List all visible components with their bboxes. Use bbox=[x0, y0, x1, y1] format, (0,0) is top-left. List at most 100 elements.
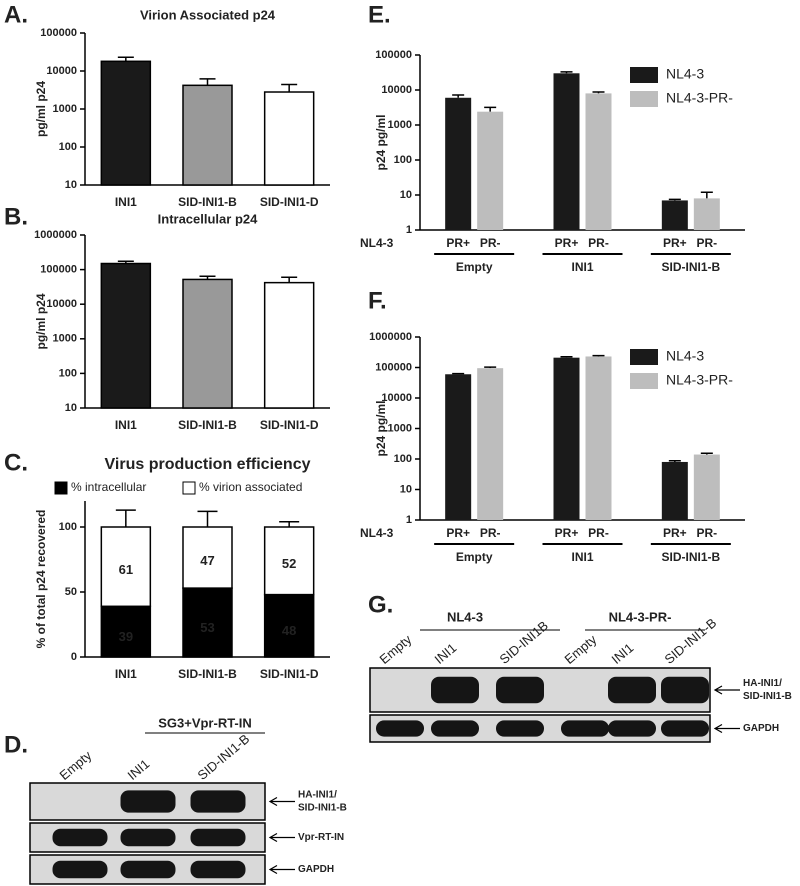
bar-label: PR- bbox=[696, 526, 717, 540]
arrow bbox=[713, 685, 740, 695]
bar-label: PR+ bbox=[663, 526, 687, 540]
error-bar bbox=[281, 276, 298, 283]
blot-header: SG3+Vpr-RT-IN bbox=[158, 715, 252, 730]
error-bar bbox=[560, 71, 573, 74]
x-tick-label: INI1 bbox=[571, 550, 593, 564]
error-bar bbox=[197, 510, 218, 527]
y-tick-label: 100 bbox=[59, 141, 77, 153]
y-tick-label: 10 bbox=[400, 483, 412, 495]
y-tick-label: 1000000 bbox=[34, 229, 77, 241]
y-tick-label: 100000 bbox=[375, 361, 412, 373]
value-label: 52 bbox=[282, 556, 296, 571]
legend-swatch bbox=[630, 91, 658, 107]
chart-title: Virion Associated p24 bbox=[140, 7, 276, 22]
bar-label: PR- bbox=[696, 236, 717, 250]
lane-label: INI1 bbox=[431, 640, 459, 667]
x-tick-label: SID-INI1-B bbox=[178, 667, 237, 681]
error-bar bbox=[281, 83, 298, 93]
blot-band bbox=[496, 720, 544, 737]
legend-label: NL4-3-PR- bbox=[666, 372, 733, 388]
row-label: NL4-3 bbox=[360, 526, 394, 540]
y-axis-label: p24 pg/ml bbox=[374, 400, 388, 456]
error-bar bbox=[668, 459, 681, 462]
error-bar bbox=[592, 91, 605, 94]
legend-swatch bbox=[630, 349, 658, 365]
blot-band bbox=[431, 720, 479, 737]
bar bbox=[100, 262, 152, 409]
bar bbox=[100, 60, 152, 186]
bar bbox=[445, 374, 472, 520]
panel-label: G. bbox=[368, 591, 393, 618]
bar-label: PR- bbox=[588, 526, 609, 540]
bar-label: PR+ bbox=[446, 236, 470, 250]
y-axis-label: % of total p24 recovered bbox=[34, 510, 48, 649]
bar bbox=[445, 97, 472, 230]
blot-band bbox=[561, 720, 609, 737]
chart-title: Virus production efficiency bbox=[105, 456, 311, 473]
value-label: 61 bbox=[119, 562, 133, 577]
lane-label: INI1 bbox=[124, 756, 152, 783]
bar bbox=[585, 356, 612, 520]
blot-band bbox=[190, 790, 246, 813]
band-label: Vpr-RT-IN bbox=[298, 832, 344, 843]
bar bbox=[661, 461, 688, 520]
blot-band bbox=[376, 720, 424, 737]
bar bbox=[477, 111, 504, 230]
x-tick-label: SID-INI1-B bbox=[661, 550, 720, 564]
y-tick-label: 100 bbox=[394, 453, 412, 465]
error-bar bbox=[592, 354, 605, 357]
bar bbox=[263, 91, 315, 186]
y-tick-label: 10 bbox=[65, 179, 77, 191]
band-label: SID-INI1-B bbox=[743, 691, 792, 702]
lane-label: Empty bbox=[56, 747, 94, 782]
blot-band bbox=[661, 720, 709, 737]
y-tick-label: 100000 bbox=[40, 264, 77, 276]
bar bbox=[182, 278, 233, 409]
blot-band bbox=[120, 790, 176, 813]
x-tick-label: INI1 bbox=[115, 195, 137, 209]
blot-band bbox=[52, 828, 108, 847]
blot-band bbox=[496, 676, 544, 704]
error-bar bbox=[452, 94, 465, 98]
x-tick-label: SID-INI1-D bbox=[260, 667, 319, 681]
error-bar bbox=[484, 106, 497, 112]
bar bbox=[585, 93, 612, 231]
error-bar bbox=[279, 521, 300, 527]
blot-header: NL4-3-PR- bbox=[609, 609, 672, 624]
y-tick-label: 1000 bbox=[53, 103, 77, 115]
y-tick-label: 100 bbox=[59, 367, 77, 379]
y-tick-label: 10000 bbox=[381, 392, 412, 404]
bar-label: PR+ bbox=[555, 526, 579, 540]
row-label: NL4-3 bbox=[360, 236, 394, 250]
y-tick-label: 1 bbox=[406, 514, 412, 526]
x-tick-label: SID-INI1-B bbox=[661, 260, 720, 274]
legend-swatch bbox=[182, 481, 196, 495]
chart-title: Intracellular p24 bbox=[158, 211, 258, 226]
x-tick-label: SID-INI1-B bbox=[178, 195, 237, 209]
y-tick-label: 100 bbox=[394, 154, 412, 166]
blot-band bbox=[608, 720, 656, 737]
y-axis-label: p24 pg/ml bbox=[374, 114, 388, 170]
x-tick-label: INI1 bbox=[571, 260, 593, 274]
y-tick-label: 1000 bbox=[53, 333, 77, 345]
error-bar bbox=[700, 452, 713, 455]
band-label: HA-INI1/ bbox=[298, 790, 337, 801]
x-tick-label: Empty bbox=[456, 260, 493, 274]
legend-label: NL4-3-PR- bbox=[666, 90, 733, 106]
blot-band bbox=[661, 676, 709, 704]
bar-segment bbox=[100, 605, 152, 658]
legend-label: % intracellular bbox=[71, 480, 146, 494]
y-tick-label: 50 bbox=[65, 586, 77, 598]
bar bbox=[263, 281, 315, 409]
x-tick-label: SID-INI1-D bbox=[260, 195, 319, 209]
value-label: 48 bbox=[282, 623, 296, 638]
y-axis-label: pg/ml p24 bbox=[34, 81, 48, 137]
bar bbox=[477, 368, 504, 520]
bar-segment bbox=[182, 587, 233, 658]
lane-label: SID-INI1B bbox=[496, 618, 550, 667]
blot-band bbox=[608, 676, 656, 704]
legend-label: % virion associated bbox=[199, 480, 302, 494]
x-tick-label: Empty bbox=[456, 550, 493, 564]
arrow bbox=[268, 796, 295, 807]
legend-label: NL4-3 bbox=[666, 66, 704, 82]
